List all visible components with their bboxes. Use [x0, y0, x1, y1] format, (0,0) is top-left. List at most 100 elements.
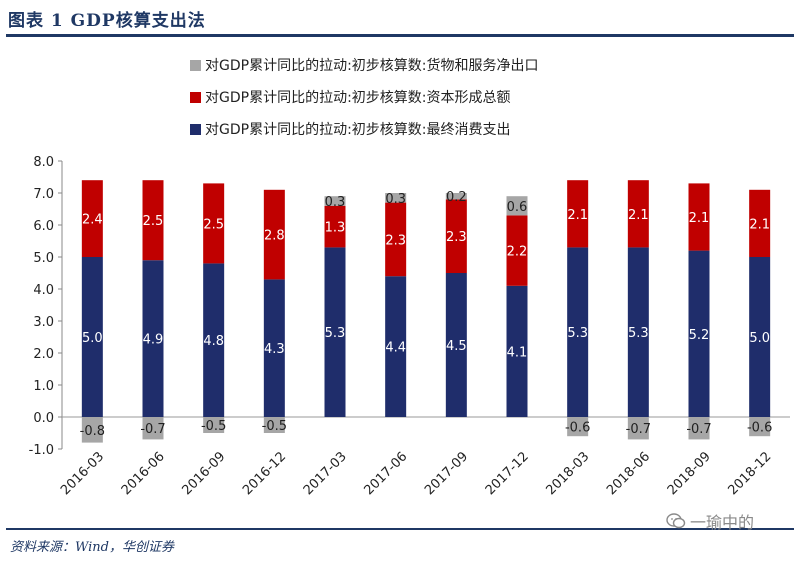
- bar-net-exports: [567, 417, 589, 437]
- data-label-consumption: 5.3: [567, 326, 588, 341]
- bar-net-exports: [142, 417, 164, 440]
- x-tick-label: 2016-12: [240, 449, 289, 498]
- bar-net-exports: [627, 417, 649, 440]
- bar-consumption: [81, 257, 103, 417]
- figure-footer: 资料来源：Wind，华创证券: [0, 526, 800, 561]
- legend-swatch-consumption: [190, 123, 201, 135]
- watermark: 一瑜中的: [666, 508, 796, 534]
- bar-net-exports: [688, 417, 710, 440]
- watermark-text: 一瑜中的: [690, 513, 755, 532]
- bar-consumption: [445, 273, 467, 417]
- data-label-capital: 2.5: [203, 217, 224, 232]
- bar-capital: [324, 205, 346, 248]
- y-tick-label: 2.0: [33, 347, 54, 362]
- figure-header: 图表 1 GDP核算支出法: [0, 0, 800, 38]
- x-tick-label: 2018-03: [543, 449, 592, 498]
- data-label-capital: 2.5: [143, 214, 164, 229]
- bar-capital: [749, 189, 771, 257]
- bar-capital: [385, 202, 407, 277]
- data-label-consumption: 4.9: [143, 333, 164, 348]
- bar-net-exports: [324, 196, 346, 206]
- y-tick-label: -1.0: [29, 443, 54, 458]
- bar-net-exports: [749, 417, 771, 437]
- data-label-consumption: 4.3: [264, 342, 285, 357]
- x-tick-label: 2017-09: [422, 449, 471, 498]
- footer-rule: [6, 528, 794, 530]
- data-label-net-exports: 0.3: [325, 195, 346, 210]
- header-rule: [6, 34, 794, 37]
- legend-item-net-exports: 对GDP累计同比的拉动:初步核算数:货物和服务净出口: [190, 53, 650, 77]
- bar-capital: [263, 189, 285, 280]
- y-tick-label: 1.0: [33, 379, 54, 394]
- data-label-capital: 1.3: [325, 221, 346, 236]
- bar-consumption: [749, 257, 771, 417]
- y-tick-label: 4.0: [33, 283, 54, 298]
- wechat-icon: [666, 513, 686, 529]
- data-label-capital: 2.4: [82, 213, 103, 228]
- data-label-consumption: 4.4: [385, 341, 406, 356]
- chart-legend: 对GDP累计同比的拉动:初步核算数:货物和服务净出口 对GDP累计同比的拉动:初…: [190, 53, 650, 149]
- bar-consumption: [263, 279, 285, 417]
- data-label-consumption: 5.0: [82, 331, 103, 346]
- bar-net-exports: [445, 193, 467, 200]
- y-tick-label: 6.0: [33, 219, 54, 234]
- data-label-net-exports: -0.5: [262, 419, 287, 434]
- data-label-capital: 2.1: [689, 211, 710, 226]
- legend-item-capital: 对GDP累计同比的拉动:初步核算数:资本形成总额: [190, 85, 650, 109]
- bar-capital: [445, 199, 467, 273]
- legend-label-capital: 对GDP累计同比的拉动:初步核算数:资本形成总额: [205, 90, 511, 106]
- bar-net-exports: [385, 193, 407, 203]
- data-label-net-exports: -0.7: [686, 422, 711, 437]
- bar-consumption: [385, 276, 407, 417]
- bar-net-exports: [263, 417, 285, 433]
- x-tick-label: 2018-12: [725, 449, 774, 498]
- data-label-consumption: 5.3: [628, 326, 649, 341]
- data-label-net-exports: 0.3: [385, 192, 406, 207]
- bar-capital: [203, 183, 225, 264]
- bar-capital: [688, 183, 710, 251]
- bar-consumption: [506, 285, 528, 417]
- data-label-net-exports: -0.6: [565, 421, 590, 436]
- bar-consumption: [203, 263, 225, 417]
- x-tick-label: 2017-03: [301, 449, 350, 498]
- data-label-capital: 2.8: [264, 229, 285, 244]
- y-tick-label: 8.0: [33, 155, 54, 170]
- bar-capital: [627, 180, 649, 248]
- legend-swatch-capital: [190, 91, 201, 103]
- data-label-capital: 2.2: [507, 245, 528, 260]
- bar-consumption: [142, 260, 164, 417]
- bar-capital: [81, 180, 103, 257]
- bar-consumption: [324, 247, 346, 417]
- x-tick-label: 2016-06: [119, 449, 168, 498]
- data-label-net-exports: 0.2: [446, 190, 467, 205]
- data-label-consumption: 5.3: [325, 326, 346, 341]
- data-label-consumption: 4.8: [203, 334, 224, 349]
- legend-swatch-net-exports: [190, 59, 201, 71]
- y-tick-label: 5.0: [33, 251, 54, 266]
- bar-net-exports: [506, 196, 528, 216]
- bar-capital: [506, 215, 528, 286]
- data-label-net-exports: 0.6: [507, 200, 528, 215]
- x-tick-label: 2018-09: [665, 449, 714, 498]
- data-label-consumption: 5.0: [749, 331, 770, 346]
- bar-capital: [567, 180, 589, 248]
- y-tick-label: 0.0: [33, 411, 54, 426]
- bar-net-exports: [81, 417, 103, 443]
- data-label-consumption: 4.1: [507, 345, 528, 360]
- data-label-net-exports: -0.8: [80, 424, 105, 439]
- y-tick-label: 3.0: [33, 315, 54, 330]
- legend-item-consumption: 对GDP累计同比的拉动:初步核算数:最终消费支出: [190, 117, 650, 141]
- data-label-net-exports: -0.7: [626, 422, 651, 437]
- data-label-capital: 2.3: [385, 233, 406, 248]
- bar-capital: [142, 180, 164, 261]
- x-tick-label: 2018-06: [604, 449, 653, 498]
- y-tick-label: 7.0: [33, 187, 54, 202]
- x-tick-label: 2016-09: [179, 449, 228, 498]
- bar-consumption: [627, 247, 649, 417]
- data-label-capital: 2.1: [567, 208, 588, 223]
- legend-label-net-exports: 对GDP累计同比的拉动:初步核算数:货物和服务净出口: [205, 58, 539, 74]
- bar-consumption: [688, 250, 710, 417]
- data-label-net-exports: -0.6: [747, 421, 772, 436]
- data-label-capital: 2.1: [628, 208, 649, 223]
